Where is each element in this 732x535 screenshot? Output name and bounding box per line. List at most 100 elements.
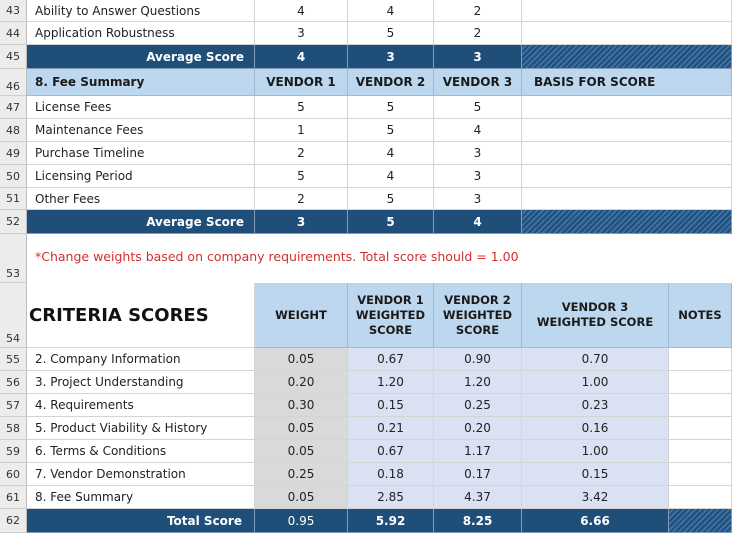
vendor2-weighted[interactable]: 0.20 — [434, 417, 522, 440]
row-number[interactable]: 48 — [0, 119, 27, 142]
row-number[interactable]: 59 — [0, 440, 27, 463]
row-number[interactable]: 53 — [0, 234, 27, 283]
vendor1-average[interactable]: 3 — [255, 210, 348, 234]
vendor3-average[interactable]: 3 — [434, 45, 522, 69]
vendor3-weighted[interactable]: 0.15 — [522, 463, 669, 486]
weights-note[interactable]: *Change weights based on company require… — [35, 249, 519, 264]
criterion-label[interactable]: 4. Requirements — [27, 394, 255, 417]
vendor3-weighted-header[interactable]: VENDOR 3 WEIGHTED SCORE — [522, 283, 669, 348]
vendor2-score[interactable]: 4 — [348, 142, 434, 165]
vendor3-score[interactable]: 4 — [434, 119, 522, 142]
total-score-label[interactable]: Total Score — [27, 509, 255, 533]
weight-value[interactable]: 0.30 — [255, 394, 348, 417]
vendor3-header[interactable]: VENDOR 3 — [434, 69, 522, 96]
notes-cell[interactable] — [669, 440, 732, 463]
vendor3-score[interactable]: 2 — [434, 0, 522, 22]
row-number[interactable]: 49 — [0, 142, 27, 165]
vendor1-score[interactable]: 5 — [255, 165, 348, 188]
vendor2-weighted[interactable]: 4.37 — [434, 486, 522, 509]
criterion-label[interactable]: 3. Project Understanding — [27, 371, 255, 394]
row-number[interactable]: 52 — [0, 210, 27, 234]
vendor1-weighted[interactable]: 0.67 — [348, 440, 434, 463]
criterion-label[interactable]: Ability to Answer Questions — [27, 0, 255, 22]
vendor2-header[interactable]: VENDOR 2 — [348, 69, 434, 96]
vendor1-average[interactable]: 4 — [255, 45, 348, 69]
vendor2-score[interactable]: 5 — [348, 119, 434, 142]
row-number[interactable]: 54 — [0, 283, 27, 348]
basis-header[interactable]: BASIS FOR SCORE — [522, 69, 732, 96]
vendor3-weighted[interactable]: 0.70 — [522, 348, 669, 371]
notes-cell[interactable] — [669, 463, 732, 486]
weight-value[interactable]: 0.20 — [255, 371, 348, 394]
vendor2-weighted-header[interactable]: VENDOR 2 WEIGHTED SCORE — [434, 283, 522, 348]
vendor1-header[interactable]: VENDOR 1 — [255, 69, 348, 96]
row-number[interactable]: 60 — [0, 463, 27, 486]
criterion-label[interactable]: 5. Product Viability & History — [27, 417, 255, 440]
row-number[interactable]: 46 — [0, 69, 27, 96]
criterion-label[interactable]: 8. Fee Summary — [27, 486, 255, 509]
notes-cell[interactable] — [669, 371, 732, 394]
section-title[interactable]: 8. Fee Summary — [27, 69, 255, 96]
criterion-label[interactable]: 7. Vendor Demonstration — [27, 463, 255, 486]
weight-value[interactable]: 0.25 — [255, 463, 348, 486]
vendor2-weighted[interactable]: 1.20 — [434, 371, 522, 394]
vendor1-total[interactable]: 5.92 — [348, 509, 434, 533]
vendor2-average[interactable]: 3 — [348, 45, 434, 69]
criterion-label[interactable]: License Fees — [27, 96, 255, 119]
vendor2-score[interactable]: 4 — [348, 0, 434, 22]
vendor2-weighted[interactable]: 0.25 — [434, 394, 522, 417]
hatched-cell[interactable] — [669, 509, 732, 533]
weight-value[interactable]: 0.05 — [255, 417, 348, 440]
notes-cell[interactable] — [669, 417, 732, 440]
row-number[interactable]: 51 — [0, 188, 27, 210]
row-number[interactable]: 50 — [0, 165, 27, 188]
vendor1-weighted[interactable]: 0.15 — [348, 394, 434, 417]
vendor3-weighted[interactable]: 0.23 — [522, 394, 669, 417]
vendor1-weighted[interactable]: 2.85 — [348, 486, 434, 509]
row-number[interactable]: 61 — [0, 486, 27, 509]
notes-cell[interactable] — [669, 348, 732, 371]
vendor3-weighted[interactable]: 3.42 — [522, 486, 669, 509]
vendor1-score[interactable]: 2 — [255, 188, 348, 210]
basis-cell[interactable] — [522, 0, 732, 22]
vendor1-score[interactable]: 5 — [255, 96, 348, 119]
vendor3-weighted[interactable]: 0.16 — [522, 417, 669, 440]
row-number[interactable]: 43 — [0, 0, 27, 22]
vendor3-score[interactable]: 3 — [434, 165, 522, 188]
weight-value[interactable]: 0.05 — [255, 486, 348, 509]
vendor2-weighted[interactable]: 1.17 — [434, 440, 522, 463]
basis-cell[interactable] — [522, 188, 732, 210]
hatched-cell[interactable] — [522, 45, 732, 69]
weight-value[interactable]: 0.05 — [255, 440, 348, 463]
vendor1-weighted[interactable]: 1.20 — [348, 371, 434, 394]
hatched-cell[interactable] — [522, 210, 732, 234]
vendor2-total[interactable]: 8.25 — [434, 509, 522, 533]
vendor3-score[interactable]: 2 — [434, 22, 522, 45]
basis-cell[interactable] — [522, 22, 732, 45]
criterion-label[interactable]: 6. Terms & Conditions — [27, 440, 255, 463]
vendor2-score[interactable]: 4 — [348, 165, 434, 188]
criteria-scores-title[interactable]: CRITERIA SCORES — [27, 283, 255, 348]
notes-header[interactable]: NOTES — [669, 283, 732, 348]
weight-header[interactable]: WEIGHT — [255, 283, 348, 348]
vendor2-score[interactable]: 5 — [348, 96, 434, 119]
criterion-label[interactable]: Licensing Period — [27, 165, 255, 188]
row-number[interactable]: 55 — [0, 348, 27, 371]
criterion-label[interactable]: Purchase Timeline — [27, 142, 255, 165]
vendor1-weighted[interactable]: 0.21 — [348, 417, 434, 440]
vendor1-score[interactable]: 1 — [255, 119, 348, 142]
vendor3-score[interactable]: 3 — [434, 188, 522, 210]
vendor1-score[interactable]: 3 — [255, 22, 348, 45]
vendor1-score[interactable]: 4 — [255, 0, 348, 22]
row-number[interactable]: 56 — [0, 371, 27, 394]
vendor3-weighted[interactable]: 1.00 — [522, 371, 669, 394]
notes-cell[interactable] — [669, 394, 732, 417]
vendor2-average[interactable]: 5 — [348, 210, 434, 234]
vendor3-total[interactable]: 6.66 — [522, 509, 669, 533]
vendor1-score[interactable]: 2 — [255, 142, 348, 165]
row-number[interactable]: 57 — [0, 394, 27, 417]
vendor2-weighted[interactable]: 0.90 — [434, 348, 522, 371]
basis-cell[interactable] — [522, 96, 732, 119]
row-number[interactable]: 47 — [0, 96, 27, 119]
vendor1-weighted-header[interactable]: VENDOR 1 WEIGHTED SCORE — [348, 283, 434, 348]
